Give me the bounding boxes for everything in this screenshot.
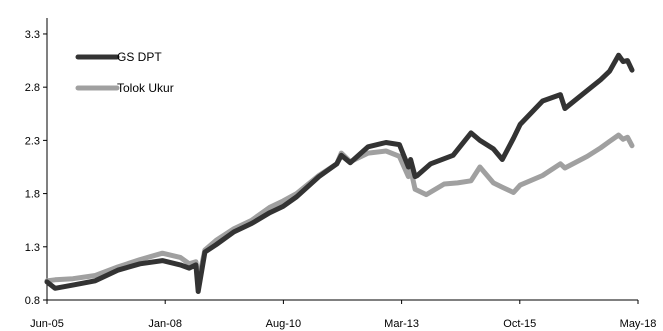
legend-label-tolok-ukur: Tolok Ukur	[117, 81, 174, 95]
x-tick-label: Mar-13	[384, 318, 419, 330]
y-tick-label: 0.8	[25, 295, 40, 307]
series-line-gs-dpt	[44, 52, 635, 294]
x-tick-label: Aug-10	[266, 318, 301, 330]
y-axis-ticks	[43, 33, 47, 301]
y-tick-label: 2.8	[25, 82, 40, 94]
y-tick-labels: 0.8 1.3 1.8 2.3 2.8 3.3	[25, 29, 40, 307]
legend: GS DPT Tolok Ukur	[75, 50, 174, 95]
y-tick-label: 3.3	[25, 29, 40, 41]
x-tick-labels: Jun-05 Jan-08 Aug-10 Mar-13 Oct-15 May-1…	[30, 318, 656, 330]
y-tick-label: 1.3	[25, 242, 40, 254]
y-tick-label: 1.8	[25, 189, 40, 201]
x-tick-label: Oct-15	[503, 318, 536, 330]
y-tick-label: 2.3	[25, 135, 40, 147]
series-layer	[44, 52, 635, 294]
series-line-tolok-ukur	[44, 132, 635, 285]
legend-label-gs-dpt: GS DPT	[117, 50, 162, 64]
x-axis-ticks	[46, 300, 639, 304]
x-tick-label: Jan-08	[148, 318, 182, 330]
x-tick-label: May-18	[620, 318, 657, 330]
x-tick-label: Jun-05	[30, 318, 64, 330]
